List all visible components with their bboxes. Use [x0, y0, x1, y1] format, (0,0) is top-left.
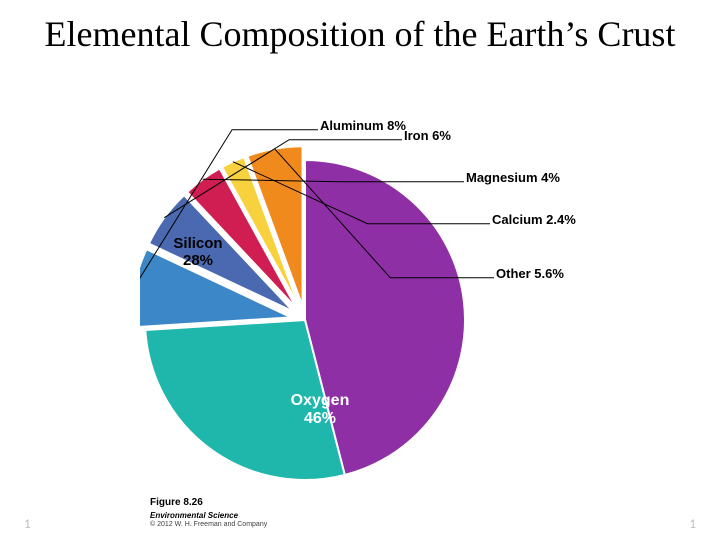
- pie-callout-magnesium: Magnesium 4%: [466, 170, 560, 185]
- figure-copyright: © 2012 W. H. Freeman and Company: [150, 521, 267, 528]
- pie-callout-other: Other 5.6%: [496, 266, 564, 281]
- pie-chart-container: Oxygen46% Silicon28% Aluminum 8%Iron 6% Ma…: [140, 120, 580, 520]
- pie-label-oxygen: Oxygen46%: [260, 392, 380, 428]
- pie-callout-aluminum: Aluminum 8%: [320, 118, 406, 133]
- figure-number: Figure 8.26: [150, 497, 203, 508]
- page-number-left: 1: [24, 517, 31, 532]
- pie-callout-iron: Iron 6%: [404, 128, 451, 143]
- slide-title: Elemental Composition of the Earth’s Cru…: [0, 14, 720, 55]
- pie-callout-calcium: Calcium 2.4%: [492, 212, 576, 227]
- page-number-right: 1: [689, 517, 696, 532]
- figure-caption: Figure 8.26 Environmental Science © 2012…: [150, 492, 267, 528]
- figure-book-title: Environmental Science: [150, 511, 267, 520]
- pie-label-silicon: Silicon28%: [138, 235, 258, 269]
